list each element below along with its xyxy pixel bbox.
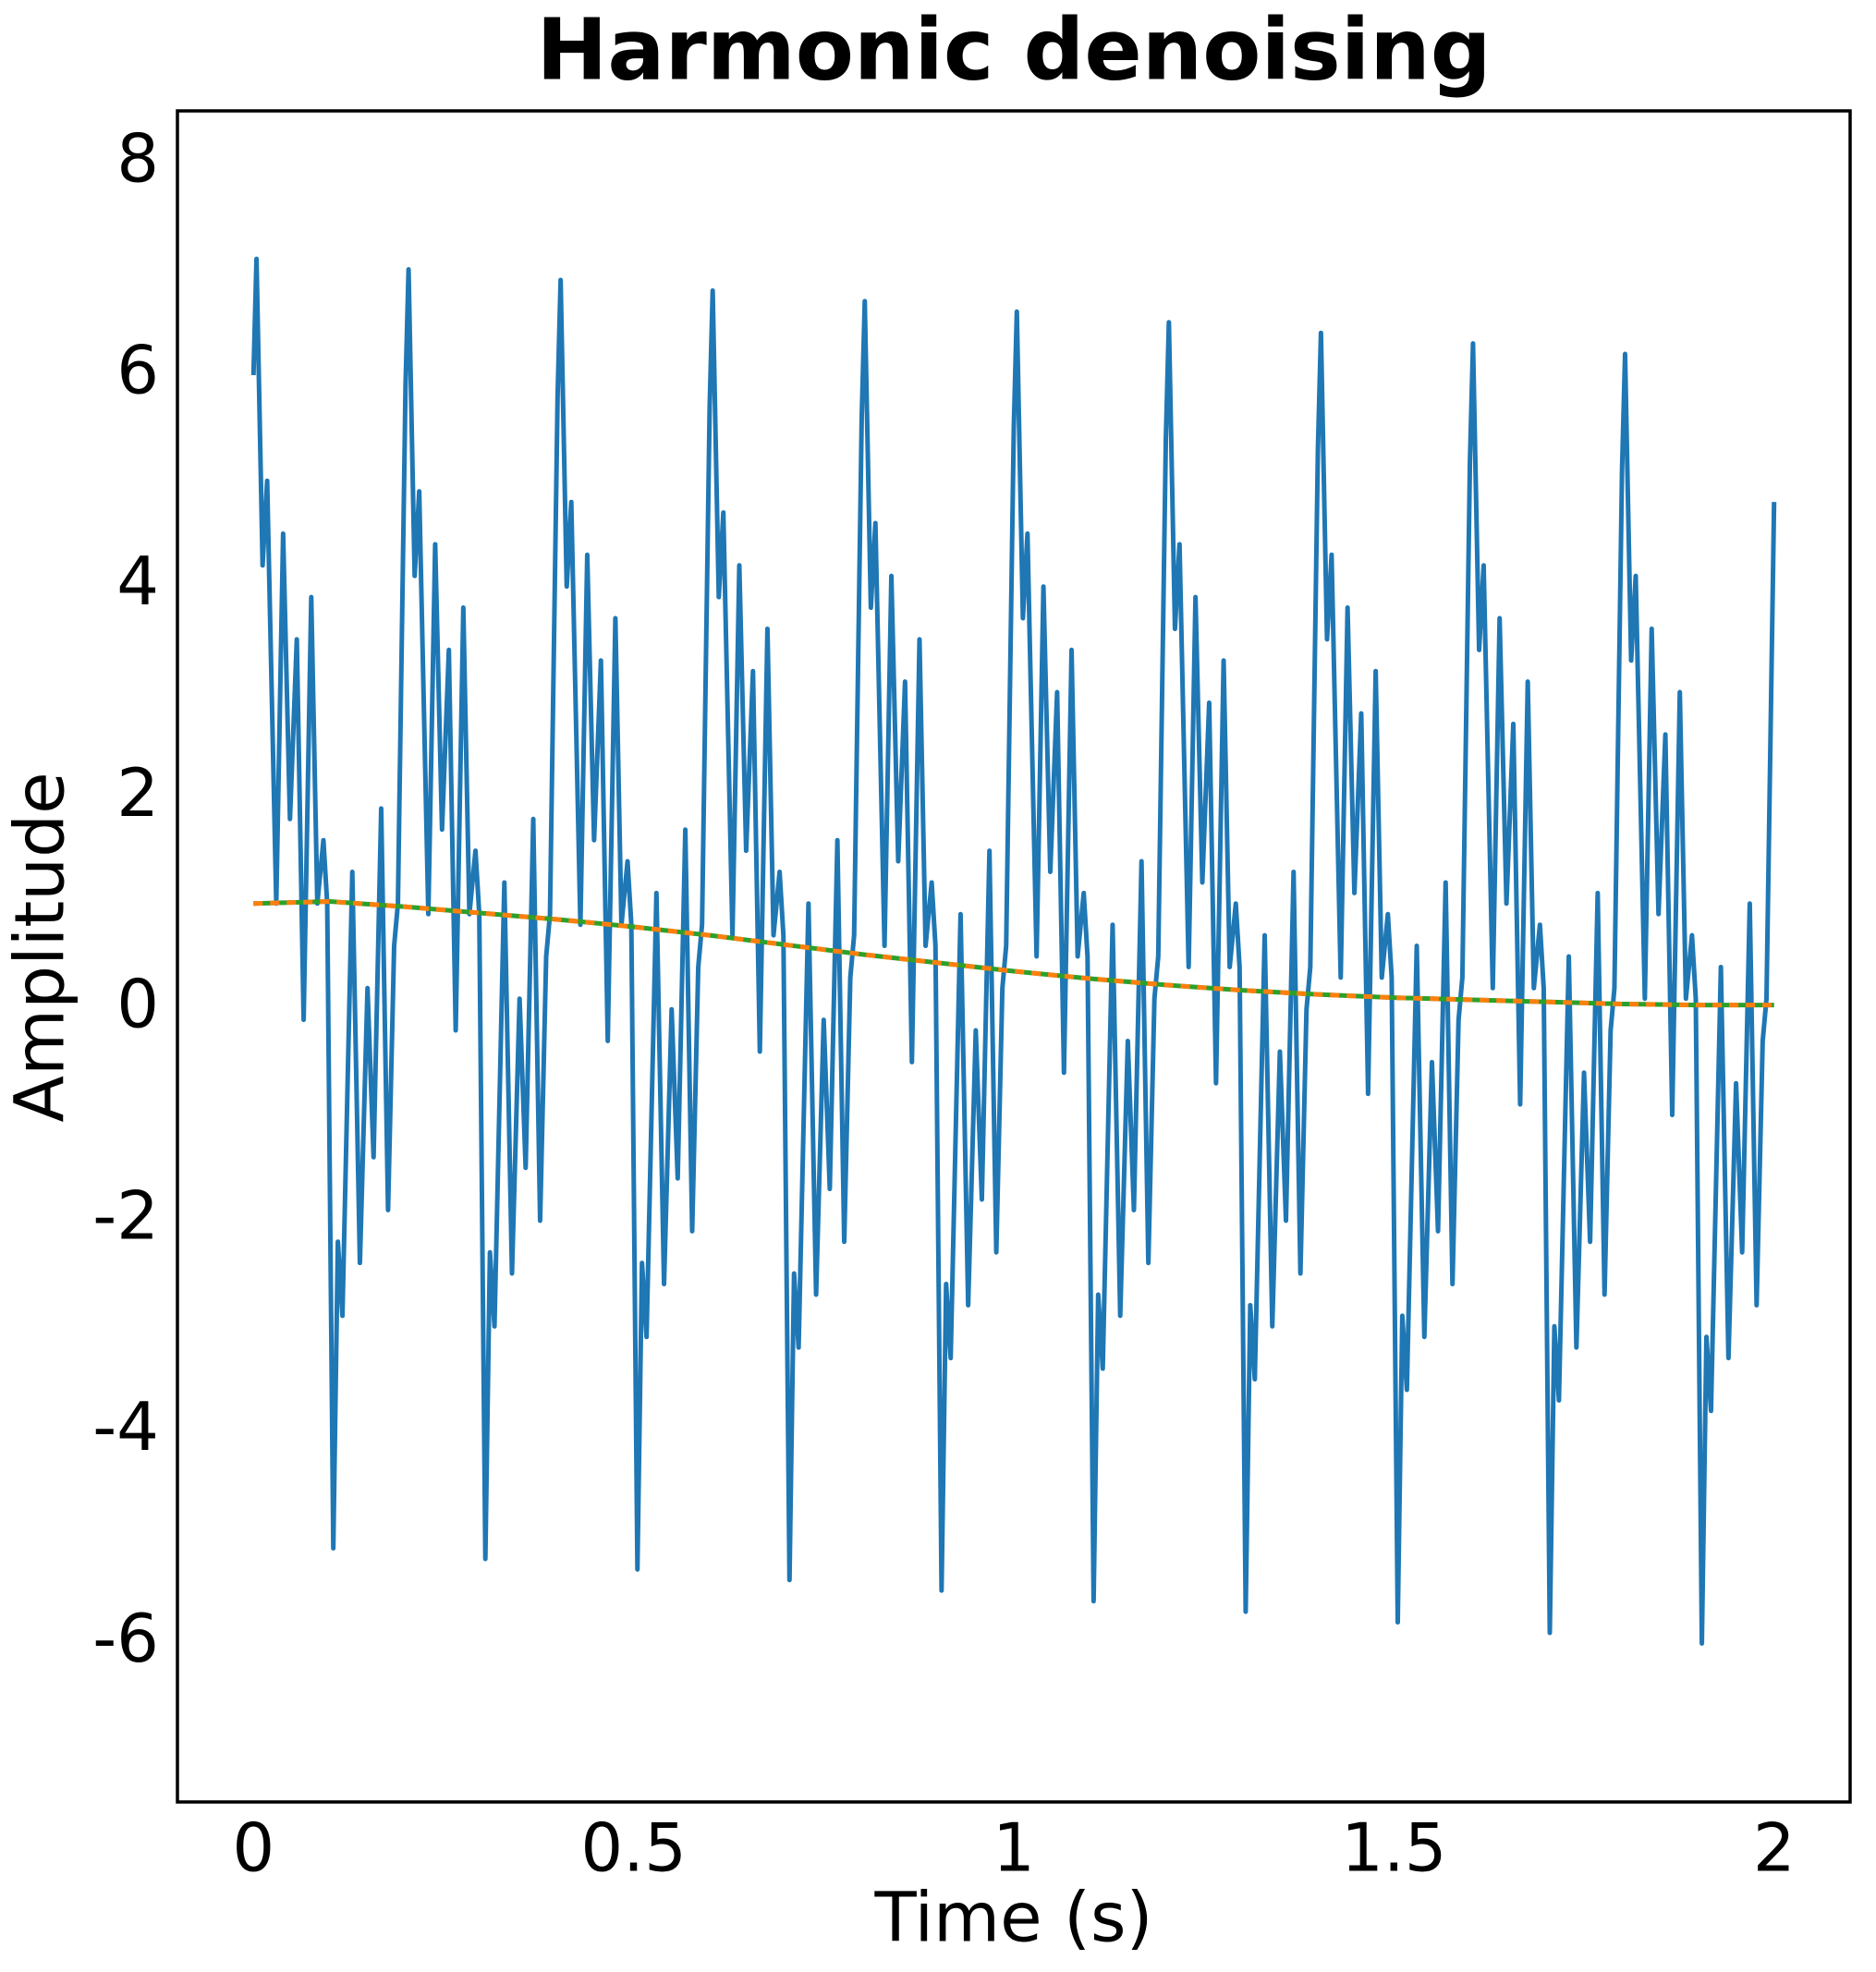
y-tick-label: -4 bbox=[92, 1388, 159, 1466]
x-tick-label: 2 bbox=[1753, 1809, 1796, 1887]
y-tick-label: -6 bbox=[92, 1600, 159, 1677]
series-line bbox=[253, 899, 1774, 1008]
y-tick-label: 8 bbox=[116, 120, 159, 198]
x-tick-label: 1 bbox=[993, 1809, 1035, 1887]
series-line bbox=[250, 256, 1777, 1646]
x-tick-label: 0 bbox=[232, 1809, 274, 1887]
axes-frame bbox=[176, 109, 1852, 1804]
x-tick-label: 1.5 bbox=[1341, 1809, 1447, 1887]
y-tick-label: 0 bbox=[116, 966, 159, 1043]
y-tick-label: 2 bbox=[116, 754, 159, 832]
chart-title: Harmonic denoising bbox=[536, 0, 1491, 99]
y-tick-label: -2 bbox=[92, 1176, 159, 1254]
x-tick-label: 0.5 bbox=[580, 1809, 687, 1887]
plot-area bbox=[250, 256, 1777, 1646]
y-tick-label: 6 bbox=[116, 331, 159, 408]
x-axis-label: Time (s) bbox=[874, 1879, 1153, 1958]
y-tick-label: 4 bbox=[116, 542, 159, 620]
y-axis-label: Amplitude bbox=[1, 772, 80, 1122]
